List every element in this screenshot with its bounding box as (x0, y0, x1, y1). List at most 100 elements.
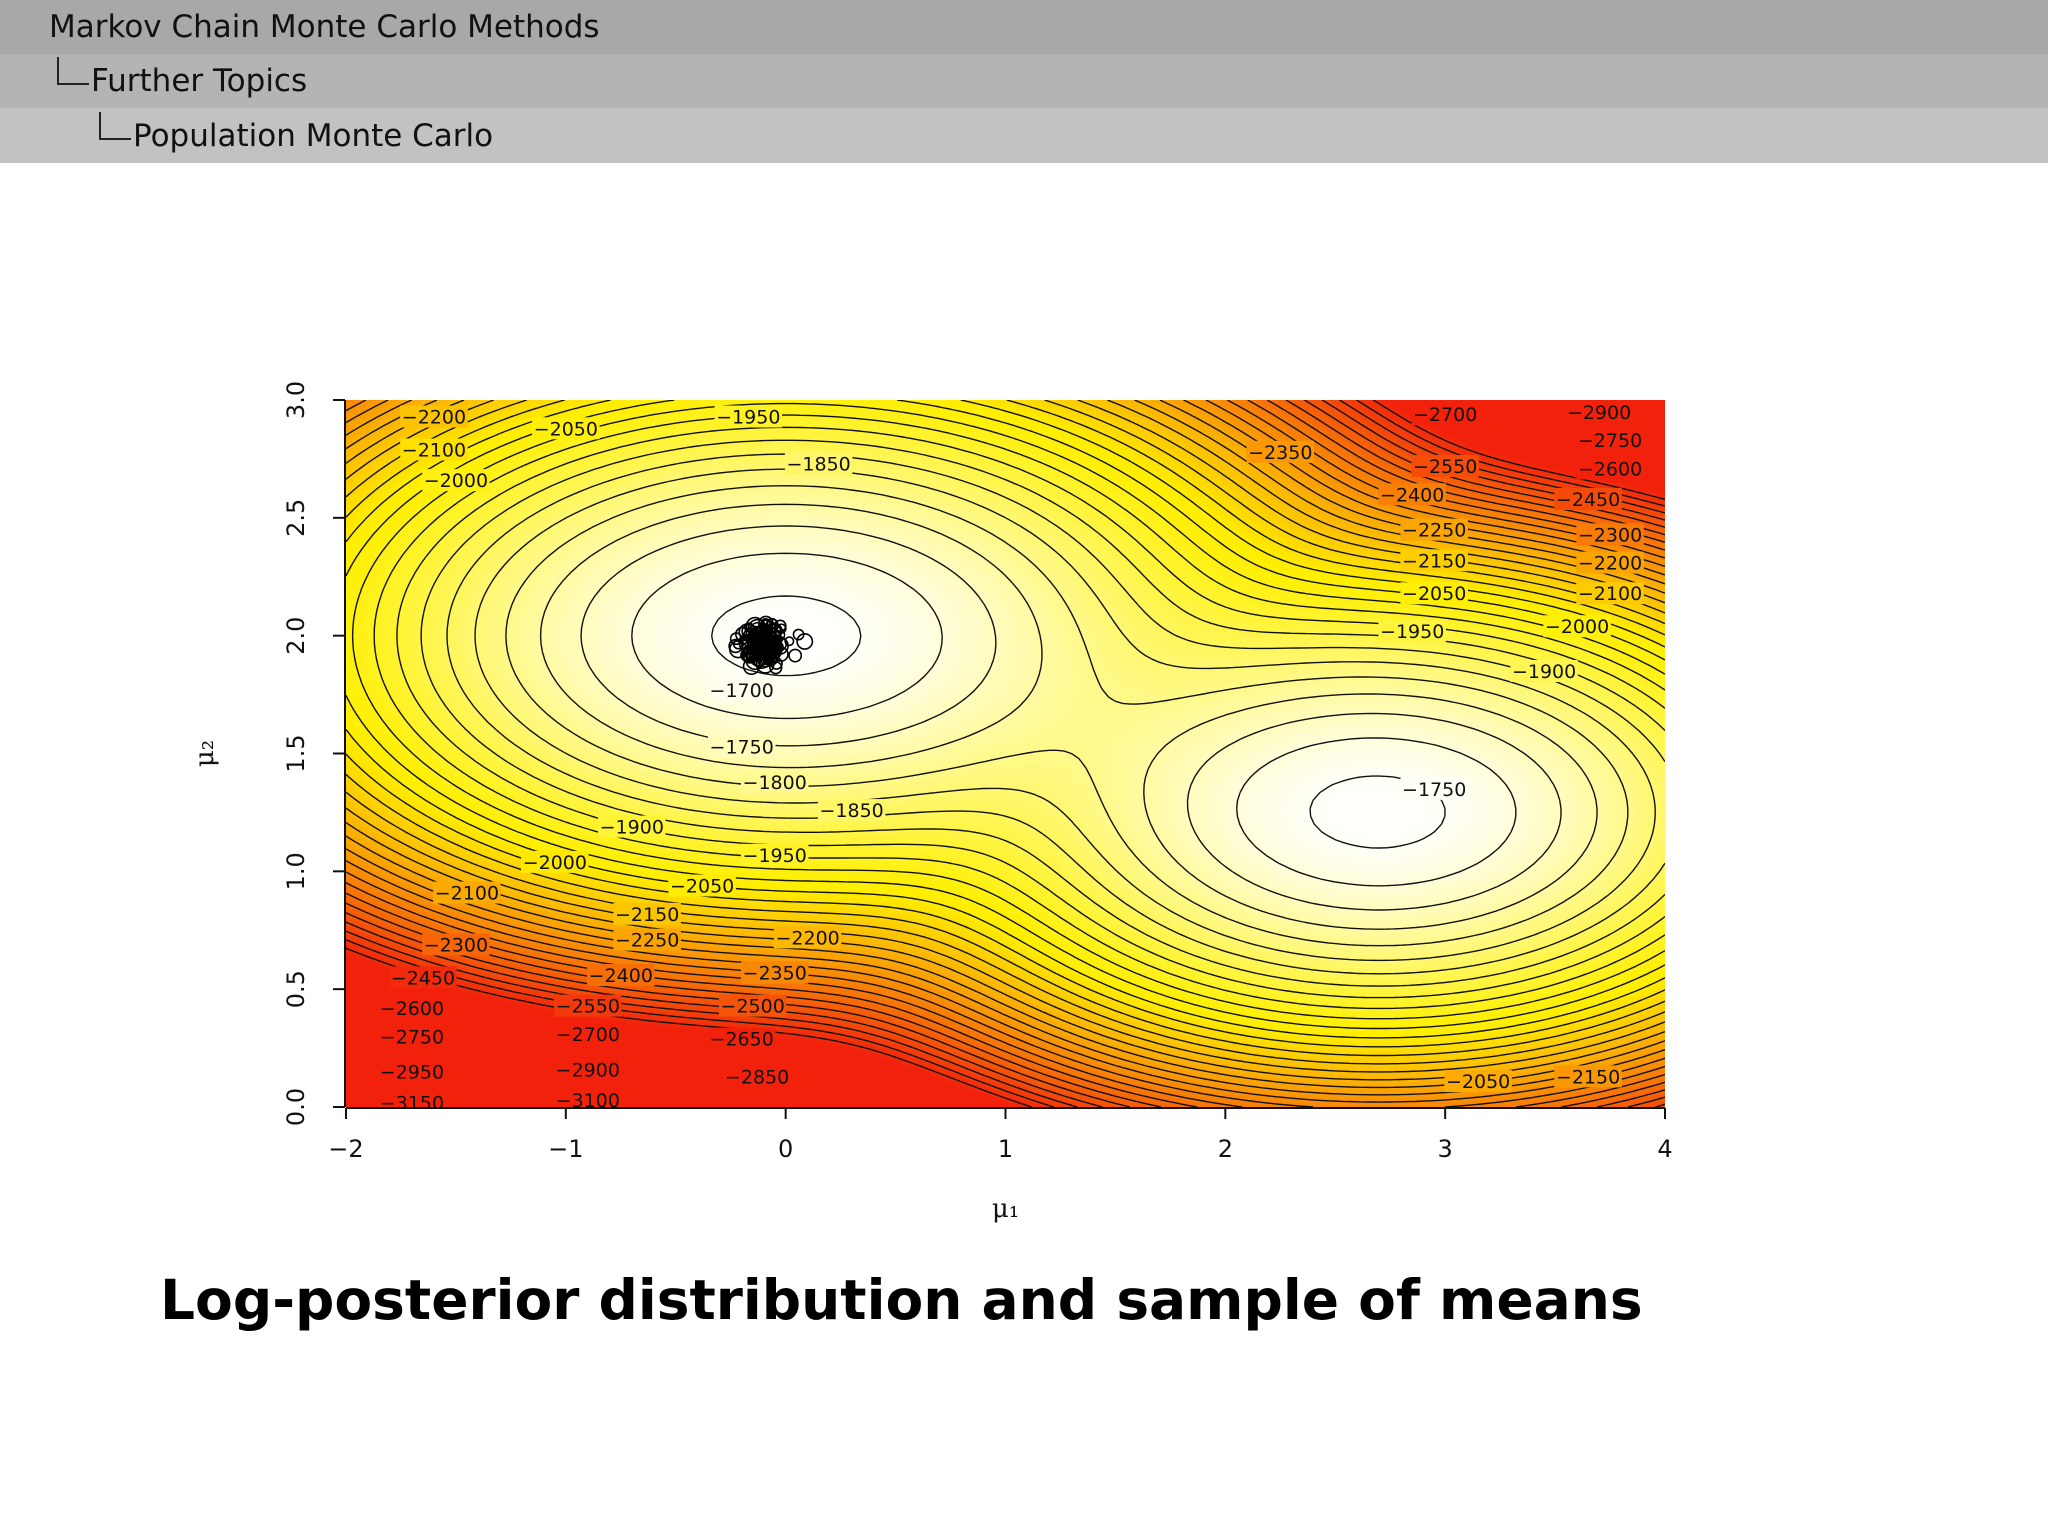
contour-label: −2900 (556, 1059, 620, 1081)
contour-label-background (532, 417, 600, 440)
x-tick-label: 2 (1218, 1135, 1233, 1163)
contour-label-background (723, 1065, 791, 1088)
contour-label: −2700 (1413, 404, 1477, 426)
contour-label: −1950 (716, 406, 780, 428)
contour-line (346, 400, 1665, 1065)
contour-label: −2100 (402, 439, 466, 461)
contour-line (505, 485, 1629, 947)
contour-label: −2400 (1380, 484, 1444, 506)
contour-label-background (740, 770, 809, 793)
axes-layer: −2 −1 0 1 2 3 4 0.0 0.5 1.0 1.5 2.0 2.5 3.0 (282, 381, 1673, 1163)
sample-point (788, 648, 803, 663)
contour-label-background (422, 469, 490, 492)
breadcrumb-subsection[interactable]: Further Topics (0, 54, 2048, 108)
contour-label-background (613, 902, 681, 925)
contour-label: −1750 (710, 736, 774, 758)
contour-label-background (378, 1091, 446, 1107)
contour-label-background (1246, 440, 1315, 463)
contour-label: −2250 (615, 930, 679, 952)
sample-point (792, 628, 805, 641)
sample-point (766, 623, 782, 639)
heatmap-image (346, 400, 1665, 1107)
y-tick-label: 3.0 (282, 381, 310, 419)
contour-label-background (1576, 429, 1644, 452)
contour-label-background (740, 843, 809, 866)
x-tick-label: −1 (548, 1135, 583, 1163)
contour-label-background (1510, 660, 1578, 683)
contour-label: −2000 (523, 852, 587, 874)
y-tick-label: 0.0 (282, 1088, 310, 1126)
contour-label-background (1411, 454, 1479, 477)
contour-label: −2150 (1556, 1066, 1620, 1088)
contour-label: −2450 (391, 967, 455, 989)
contour-label: −1950 (743, 845, 807, 867)
contour-label-background (714, 405, 783, 428)
contour-label-background (707, 735, 776, 758)
contour-label: −1950 (1380, 621, 1444, 643)
contour-label-background (668, 874, 736, 897)
contour-label-background (400, 438, 468, 461)
contour-label: −2900 (1567, 402, 1631, 424)
contour-label: −2200 (1578, 553, 1642, 575)
x-tick-label: 0 (778, 1135, 793, 1163)
contour-label-background (1554, 1065, 1622, 1088)
breadcrumb-section[interactable]: Markov Chain Monte Carlo Methods (0, 0, 2048, 54)
x-tick-label: −2 (328, 1135, 363, 1163)
tree-branch-icon (99, 111, 131, 140)
contour-label-background (1576, 523, 1644, 546)
sample-point (752, 651, 771, 670)
contour-label: −2400 (589, 965, 653, 987)
contour-label-background (817, 799, 886, 822)
contour-label: −2050 (534, 418, 598, 440)
contour-label: −2100 (1578, 583, 1642, 605)
contour-label: −2050 (1402, 583, 1466, 605)
x-tick-label: 1 (998, 1135, 1013, 1163)
sample-point (763, 630, 783, 649)
contour-line (539, 503, 1598, 930)
contour-label-background (433, 881, 501, 904)
contour-label-background (378, 1060, 446, 1083)
y-tick-label: 0.5 (282, 970, 310, 1008)
contour-label-background (400, 405, 468, 428)
contour-label-background (378, 1025, 446, 1048)
contour-label-background (554, 1088, 622, 1107)
contour-label: −2300 (424, 934, 488, 956)
contour-label: −2100 (435, 883, 499, 905)
contour-label: −1850 (819, 800, 883, 822)
contour-label-background (554, 994, 622, 1017)
contour-label-background (587, 964, 655, 987)
contour-line (396, 426, 1665, 999)
contour-label: −2750 (380, 1026, 444, 1048)
contour-label: −1800 (743, 772, 807, 794)
x-tick-label: 4 (1657, 1135, 1672, 1163)
contour-label-background (1554, 487, 1622, 510)
sample-point (761, 639, 780, 658)
sample-points-layer (728, 615, 814, 676)
tree-branch-icon (57, 57, 89, 85)
contour-label: −2650 (710, 1029, 774, 1051)
contour-label: −1750 (1402, 779, 1466, 801)
contour-label: −2950 (380, 1062, 444, 1084)
contour-label: −2350 (743, 963, 807, 985)
contour-label-background (1543, 615, 1611, 638)
sample-point (761, 648, 780, 667)
contour-label-background (1444, 1070, 1512, 1093)
contour-label: −2750 (1578, 430, 1642, 452)
contour-label-background (707, 1027, 776, 1050)
breadcrumb-subsubsection[interactable]: Population Monte Carlo (0, 108, 2048, 163)
slide-caption: Log-posterior distribution and sample of… (160, 1268, 1643, 1332)
contour-label-background (1378, 619, 1446, 642)
contour-label: −2500 (721, 996, 785, 1018)
sample-point (749, 621, 766, 638)
contour-label: −2000 (424, 470, 488, 492)
contour-label-background (1576, 457, 1644, 480)
breadcrumb-subsection-label: Further Topics (91, 63, 308, 99)
contour-label: −1850 (787, 454, 851, 476)
contour-label-background (740, 961, 809, 984)
contour-label-background (1411, 403, 1479, 426)
contour-line (346, 400, 1665, 1107)
contour-label-background (521, 850, 589, 873)
contour-line (351, 402, 1665, 1020)
contour-label-background (554, 1022, 622, 1045)
y-tick-label: 1.5 (282, 734, 310, 772)
